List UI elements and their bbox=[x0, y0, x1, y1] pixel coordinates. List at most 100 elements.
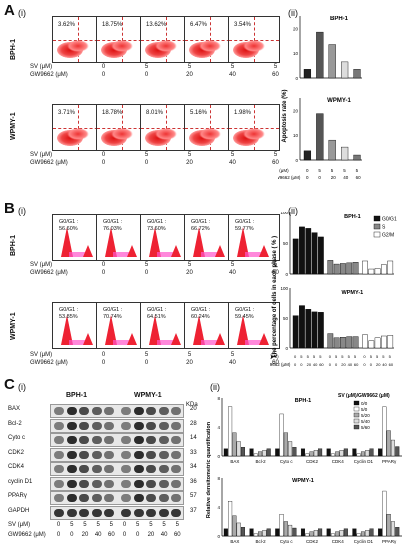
gw-value: 0 bbox=[363, 362, 366, 367]
sv-label: SV (μM) bbox=[30, 152, 53, 158]
blot-strip bbox=[50, 433, 184, 447]
bar bbox=[318, 236, 324, 275]
flow-dot-plot: 3.71% bbox=[52, 104, 104, 151]
sv-value: 0 bbox=[306, 168, 309, 173]
protein-band bbox=[121, 465, 131, 473]
protein-band bbox=[54, 407, 64, 415]
bar bbox=[341, 146, 349, 161]
gw-value: 60 bbox=[389, 362, 394, 367]
g2-peak bbox=[259, 333, 269, 345]
blot-kda-value: 28 bbox=[190, 420, 197, 427]
bar bbox=[382, 490, 387, 537]
g0g1-percent: G0/G1 : 53.85% bbox=[59, 307, 79, 320]
protein-band bbox=[133, 450, 144, 459]
y-tick-label: 10 bbox=[293, 51, 299, 56]
chart-title: WPMY-1 bbox=[327, 98, 351, 104]
flow-dot-plot: 18.78% bbox=[96, 104, 148, 151]
g2-peak bbox=[127, 245, 137, 257]
bar bbox=[395, 527, 400, 537]
sv-value: 5 bbox=[273, 152, 278, 158]
bar bbox=[382, 406, 387, 457]
bar bbox=[368, 340, 375, 349]
sv-value: 5 bbox=[382, 354, 385, 359]
bar bbox=[335, 531, 340, 537]
gw-value: 60 bbox=[173, 532, 181, 538]
sv-value: 5 bbox=[149, 522, 153, 528]
bar bbox=[368, 268, 375, 275]
bar bbox=[328, 139, 336, 161]
cellcycle-y-label-text: The percentage of cells in each phase ( … bbox=[272, 236, 278, 358]
sv-value: 5 bbox=[162, 522, 166, 528]
bar bbox=[249, 528, 254, 537]
gw-value: 20 bbox=[376, 362, 381, 367]
sv-value: 5 bbox=[175, 522, 179, 528]
cell-cycle-histogram: G0/G1 : 53.85% bbox=[52, 302, 104, 349]
y-tick-label: 20 bbox=[293, 108, 299, 113]
gw-values: 0 0 20 40 60 0 0 20 40 60 bbox=[52, 532, 184, 538]
protein-band bbox=[104, 450, 114, 459]
gw-value: 0 bbox=[370, 362, 373, 367]
bar bbox=[292, 315, 299, 349]
protein-band bbox=[104, 465, 114, 473]
protein-band bbox=[146, 421, 156, 430]
panel-a-row2-label: WPMY-1 bbox=[10, 112, 17, 140]
flow-dot-plot: 6.47% bbox=[184, 16, 236, 63]
g1-peak bbox=[149, 227, 161, 257]
bar bbox=[258, 531, 263, 537]
g0g1-percent: G0/G1 : 59.77% bbox=[235, 219, 255, 232]
gw-value: 0 bbox=[329, 362, 332, 367]
bar bbox=[223, 528, 228, 537]
bar bbox=[305, 453, 310, 457]
y-tick-label: 50 bbox=[283, 316, 289, 321]
protein-band bbox=[66, 508, 77, 517]
sv-value: 5 bbox=[370, 354, 373, 359]
bar bbox=[305, 309, 312, 349]
legend-swatch bbox=[353, 418, 360, 424]
panel-a-row1-label: BPH-1 bbox=[10, 38, 17, 60]
y-tick-label: 4 bbox=[217, 505, 220, 510]
sv-label: SV (μM) bbox=[278, 168, 289, 173]
protein-band bbox=[91, 421, 102, 430]
gw-value: 60 bbox=[354, 362, 359, 367]
sv-label: SV (μM) bbox=[30, 64, 53, 70]
panel-b-sub-i: (i) bbox=[18, 206, 26, 216]
gw-value: 20 bbox=[186, 360, 193, 366]
protein-band bbox=[104, 479, 114, 488]
sv-value: 5 bbox=[230, 152, 235, 158]
protein-band bbox=[158, 450, 169, 459]
protein-band bbox=[54, 479, 64, 488]
protein-band bbox=[158, 436, 169, 444]
bar bbox=[362, 260, 368, 275]
blot-kda-value: 57 bbox=[190, 493, 197, 499]
flow-dot-plot: 3.54% bbox=[228, 16, 280, 63]
gw-value: 0 bbox=[101, 360, 106, 366]
blot-strip bbox=[50, 404, 184, 418]
bar bbox=[300, 448, 305, 457]
chart-title: BPH-1 bbox=[330, 16, 349, 22]
panel-c-sub-ii: (ii) bbox=[210, 382, 220, 392]
cell-cycle-histogram: G0/G1 : 64.51% bbox=[140, 302, 192, 349]
protein-band bbox=[158, 508, 169, 517]
bar bbox=[223, 448, 228, 457]
panel-c-sv-row: SV (μM) 0 5 5 5 5 0 5 5 5 5 bbox=[8, 522, 184, 528]
protein-band bbox=[79, 465, 89, 473]
cell-cycle-histogram: G0/G1 : 59.77% bbox=[228, 214, 280, 261]
sv-value: 5 bbox=[96, 522, 100, 528]
bar bbox=[292, 447, 297, 457]
chart-title: WPMY-1 bbox=[292, 478, 314, 484]
sv-value: 5 bbox=[230, 64, 235, 70]
bar bbox=[374, 268, 381, 275]
cell-cycle-histogram: G0/G1 : 73.60% bbox=[140, 214, 192, 261]
g1-peak bbox=[105, 227, 117, 257]
protein-band bbox=[158, 479, 169, 488]
protein-band bbox=[171, 508, 181, 517]
bar bbox=[374, 337, 381, 349]
sv-label: SV (μM) bbox=[270, 354, 279, 359]
flow-dot-plot: 1.98% bbox=[228, 104, 280, 151]
s-phase-band bbox=[69, 252, 85, 257]
gw-label: GW9662 (μM) bbox=[278, 175, 301, 180]
blot-kda-value: 33 bbox=[190, 449, 197, 456]
bar bbox=[262, 450, 267, 457]
gw-value: 40 bbox=[313, 362, 318, 367]
x-tick-label: PPARγ bbox=[382, 539, 397, 544]
